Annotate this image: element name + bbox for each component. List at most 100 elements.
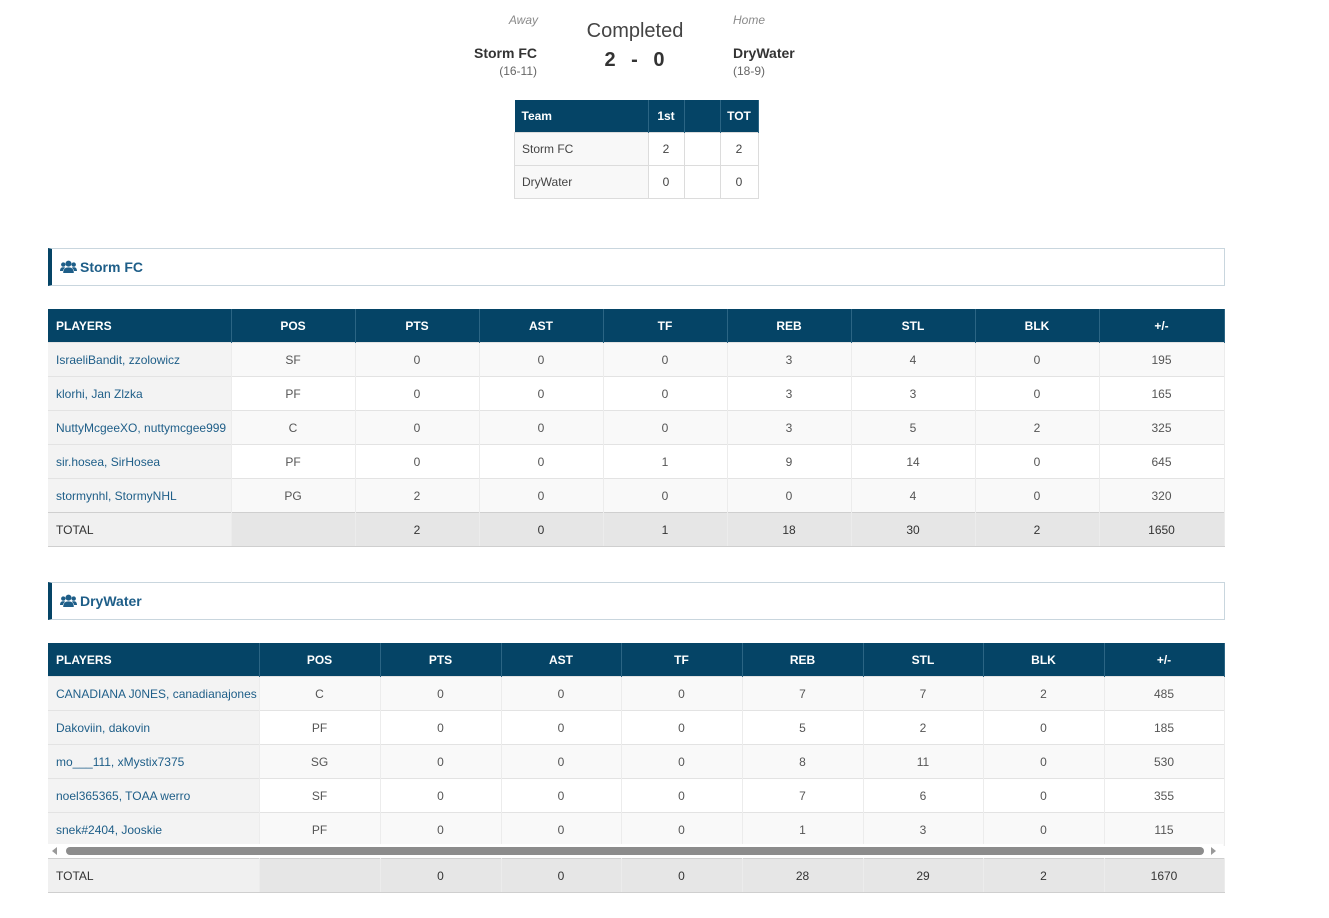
column-header-team: Team [514,100,649,133]
line-score-table: Team 1st TOT Storm FC 2 2 DryWater 0 0 [514,100,759,199]
table-row: NuttyMcgeeXO, nuttymcgee999 C 0 0 0 3 5 2 325 [48,410,1225,445]
player-name-cell[interactable]: Dakoviin, dakovin [48,710,260,745]
blocks-total-cell: 2 [975,512,1100,547]
plus-minus-cell: 530 [1104,744,1225,779]
position-cell: SF [231,342,356,377]
points-cell: 0 [380,778,502,813]
tf-cell: 0 [621,812,743,846]
table-row: noel365365, TOAA werro SF 0 0 0 7 6 0 355 [48,778,1225,813]
blocks-cell: 0 [975,376,1100,411]
rebounds-cell: 5 [742,710,864,745]
plus-minus-cell: 195 [1099,342,1225,377]
home-team-record: (18-9) [733,64,766,78]
assists-cell: 0 [501,676,622,711]
blocks-cell: 0 [983,710,1105,745]
rebounds-cell: 0 [727,478,852,513]
player-name-cell[interactable]: snek#2404, Jooskie [48,812,260,846]
away-team-name[interactable]: Storm FC [474,45,537,61]
line-score-header: Team 1st TOT [514,100,759,133]
table-row: snek#2404, Jooskie PF 0 0 0 1 3 0 115 [48,812,1225,846]
column-header-players: PLAYERS [48,309,232,343]
assists-cell: 0 [501,812,622,846]
plus-minus-cell: 325 [1099,410,1225,445]
position-cell: PF [231,444,356,479]
steals-cell: 3 [863,812,984,846]
points-cell: 0 [380,744,502,779]
scroll-left-arrow-icon[interactable] [52,847,57,855]
rebounds-cell: 1 [742,812,864,846]
home-team-name[interactable]: DryWater [733,45,795,61]
player-name-cell[interactable]: NuttyMcgeeXO, nuttymcgee999 [48,410,232,445]
box-score-total-home: TOTAL 0 0 0 28 29 2 1670 [48,858,1225,893]
steals-cell: 5 [851,410,976,445]
player-name-cell[interactable]: mo___111, xMystix7375 [48,744,260,779]
tf-cell: 0 [603,342,728,377]
player-name-cell[interactable]: CANADIANA J0NES, canadianajones [48,676,260,711]
rebounds-cell: 3 [727,410,852,445]
position-cell: SF [259,778,381,813]
blocks-cell: 0 [975,478,1100,513]
position-total-cell [231,512,356,547]
box-score-table-away: PLAYERS POS PTS AST TF REB STL BLK +/- I… [48,309,1225,547]
player-name-cell[interactable]: stormynhl, StormyNHL [48,478,232,513]
horizontal-scrollbar[interactable] [48,844,1223,858]
game-status: Completed [586,20,684,42]
column-header-stl: STL [863,643,984,677]
column-header-ast: AST [501,643,622,677]
column-header-blk: BLK [975,309,1100,343]
line-score-tot: 0 [719,165,759,199]
plus-minus-cell: 645 [1099,444,1225,479]
rebounds-cell: 3 [727,342,852,377]
plus-minus-cell: 485 [1104,676,1225,711]
plus-minus-cell: 115 [1104,812,1225,846]
steals-cell: 11 [863,744,984,779]
score-separator: - [631,49,639,71]
rebounds-cell: 3 [727,376,852,411]
steals-cell: 7 [863,676,984,711]
line-score-team: DryWater [514,165,649,199]
tf-cell: 0 [603,410,728,445]
column-header-players: PLAYERS [48,643,260,677]
tf-cell: 0 [621,676,743,711]
player-name-cell[interactable]: IsraeliBandit, zzolowicz [48,342,232,377]
scroll-right-arrow-icon[interactable] [1211,847,1216,855]
box-score-header-row: PLAYERS POS PTS AST TF REB STL BLK +/- [48,643,1225,677]
home-score: 0 [653,49,666,71]
table-row: stormynhl, StormyNHL PG 2 0 0 0 4 0 320 [48,478,1225,513]
steals-total-cell: 29 [863,858,984,893]
plus-minus-total-cell: 1650 [1099,512,1225,547]
position-total-cell [259,858,381,893]
team-section-header-home: DryWater [48,582,1225,620]
column-header-pos: POS [231,309,356,343]
line-score-row: DryWater 0 0 [514,165,759,199]
player-name-cell[interactable]: sir.hosea, SirHosea [48,444,232,479]
team-section-header-away: Storm FC [48,248,1225,286]
blocks-total-cell: 2 [983,858,1105,893]
users-icon [60,260,77,274]
box-score-table-home: PLAYERS POS PTS AST TF REB STL BLK +/- C… [48,643,1225,846]
column-header-tf: TF [603,309,728,343]
player-name-cell[interactable]: noel365365, TOAA werro [48,778,260,813]
column-header-pts: PTS [355,309,480,343]
scrollbar-thumb[interactable] [66,847,1204,855]
position-cell: PG [231,478,356,513]
team-section-title[interactable]: Storm FC [80,259,143,275]
blocks-cell: 0 [983,812,1105,846]
column-header-pts: PTS [380,643,502,677]
line-score-q1: 2 [647,132,685,166]
blocks-cell: 0 [983,744,1105,779]
team-section-title[interactable]: DryWater [80,593,142,609]
steals-total-cell: 30 [851,512,976,547]
player-name-cell[interactable]: klorhi, Jan Zlzka [48,376,232,411]
points-cell: 0 [380,710,502,745]
users-icon [60,594,77,608]
table-row: IsraeliBandit, zzolowicz SF 0 0 0 3 4 0 195 [48,342,1225,377]
position-cell: PF [259,812,381,846]
position-cell: C [231,410,356,445]
steals-cell: 14 [851,444,976,479]
rebounds-cell: 8 [742,744,864,779]
assists-cell: 0 [479,376,604,411]
column-header-1st: 1st [648,100,685,133]
rebounds-cell: 7 [742,676,864,711]
assists-cell: 0 [501,710,622,745]
